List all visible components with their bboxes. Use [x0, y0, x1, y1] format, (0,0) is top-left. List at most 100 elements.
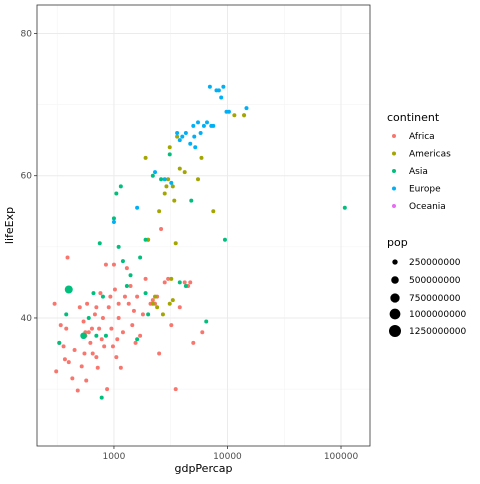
- data-point-europe: [209, 123, 214, 128]
- data-point-asia: [124, 283, 129, 288]
- x-tick-label: 10000: [213, 452, 242, 462]
- data-point-africa: [116, 301, 121, 306]
- data-point-africa: [84, 378, 89, 383]
- data-point-africa: [159, 227, 164, 232]
- data-point-americas: [167, 145, 172, 150]
- data-point-africa: [112, 287, 117, 292]
- data-point-africa: [88, 340, 93, 345]
- color-legend-key: [392, 151, 396, 156]
- panel-background: [37, 5, 370, 446]
- data-point-africa: [94, 355, 99, 360]
- data-point-asia: [64, 285, 73, 294]
- data-point-africa: [82, 351, 87, 356]
- color-legend-label: Africa: [409, 132, 435, 142]
- data-point-asia: [146, 312, 151, 317]
- size-legend-label: 1000000000: [409, 310, 467, 320]
- data-point-europe: [196, 120, 201, 125]
- data-point-americas: [175, 134, 180, 139]
- data-point-africa: [191, 340, 196, 345]
- data-point-europe: [244, 106, 249, 111]
- color-legend-label: Asia: [409, 167, 428, 177]
- data-point-asia: [342, 205, 347, 210]
- x-axis: 1000 10000 100000: [102, 446, 358, 462]
- panel-border: [36, 4, 371, 447]
- data-point-asia: [100, 294, 105, 299]
- data-point-europe: [191, 123, 196, 128]
- data-point-africa: [65, 255, 70, 260]
- data-point-africa: [54, 369, 59, 374]
- data-point-africa: [98, 291, 103, 296]
- size-legend-key: [389, 325, 401, 337]
- data-point-asia: [143, 291, 148, 296]
- size-legend-key: [389, 308, 401, 320]
- data-point-africa: [61, 344, 66, 349]
- size-legend-label: 1250000000: [409, 327, 467, 337]
- data-point-americas: [232, 113, 237, 118]
- data-point-americas: [172, 198, 177, 203]
- data-point-americas: [241, 113, 247, 118]
- data-point-asia: [159, 177, 164, 182]
- data-point-europe: [221, 84, 226, 89]
- color-legend-key: [392, 204, 396, 208]
- data-point-africa: [58, 323, 63, 328]
- grid-lines: [37, 5, 370, 446]
- data-point-africa: [182, 280, 187, 285]
- data-point-africa: [89, 326, 94, 331]
- data-point-africa: [118, 365, 123, 370]
- data-point-europe: [226, 109, 231, 114]
- data-point-africa: [108, 294, 113, 299]
- data-point-africa: [126, 301, 131, 306]
- data-point-americas: [199, 155, 204, 160]
- data-point-europe: [153, 170, 158, 175]
- data-point-asia: [222, 237, 227, 242]
- data-point-americas: [169, 276, 174, 281]
- data-point-asia: [150, 173, 155, 178]
- data-point-africa: [150, 298, 155, 303]
- data-point-africa: [94, 305, 99, 310]
- data-point-asia: [118, 184, 123, 189]
- y-tick-label: 60: [21, 172, 33, 182]
- data-point-asia: [91, 291, 96, 296]
- data-point-americas: [157, 209, 162, 214]
- data-point-africa: [105, 387, 110, 392]
- data-point-europe: [177, 138, 182, 143]
- color-legend: continent Africa Americas Asia Europe Oceani…: [387, 111, 451, 212]
- data-point-europe: [192, 134, 197, 139]
- data-point-africa: [120, 330, 125, 335]
- data-point-africa: [86, 330, 91, 335]
- data-point-africa: [143, 276, 148, 281]
- data-point-asia: [204, 319, 209, 324]
- y-tick-label: 80: [21, 29, 33, 39]
- data-point-asia: [116, 244, 121, 249]
- data-point-americas: [166, 177, 171, 182]
- data-point-americas: [150, 301, 155, 306]
- x-tick-label: 100000: [324, 452, 359, 462]
- data-point-americas: [170, 184, 175, 189]
- plot-panel: [36, 4, 371, 447]
- data-point-africa: [124, 266, 129, 271]
- data-point-europe: [198, 131, 203, 136]
- data-point-asia: [64, 312, 69, 317]
- data-point-asia: [94, 333, 99, 338]
- data-point-asia: [143, 237, 148, 242]
- data-point-europe: [183, 131, 188, 136]
- data-point-africa: [116, 315, 121, 320]
- data-point-africa: [157, 351, 162, 356]
- size-legend-label: 250000000: [409, 258, 461, 268]
- data-point-africa: [64, 326, 69, 331]
- data-point-asia: [128, 273, 133, 278]
- size-legend-key: [390, 293, 400, 303]
- color-legend-title: continent: [387, 111, 440, 124]
- data-point-asia: [57, 340, 62, 345]
- color-legend-key: [392, 169, 396, 173]
- size-legend: pop 250000000 500000000 750000000 100000000…: [387, 236, 467, 337]
- color-legend-key: [392, 186, 396, 191]
- y-axis: 40 60 80: [21, 29, 37, 324]
- data-point-europe: [204, 120, 209, 125]
- data-point-asia: [86, 315, 91, 320]
- data-point-europe: [188, 141, 193, 146]
- size-legend-label: 750000000: [409, 294, 461, 304]
- data-point-africa: [114, 355, 119, 360]
- data-point-africa: [81, 319, 86, 324]
